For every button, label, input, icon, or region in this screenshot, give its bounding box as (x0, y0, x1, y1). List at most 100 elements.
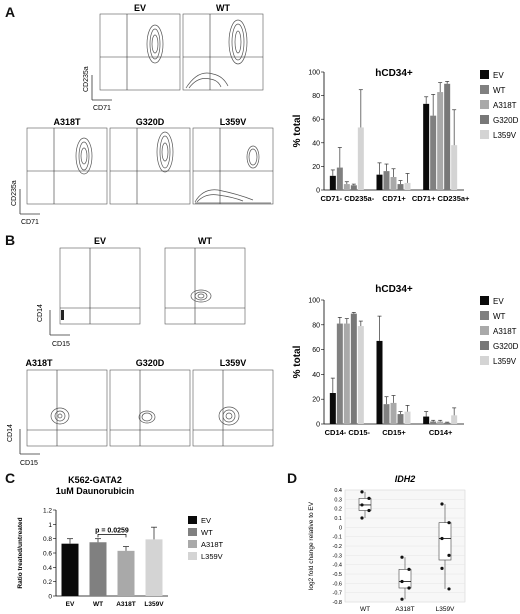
legend-swatch-a318t (480, 100, 489, 109)
legend-label: WT (493, 312, 506, 321)
facs-plot-l359v-a: L359V (192, 117, 274, 205)
bar-l359v (357, 127, 364, 190)
category-label: CD15+ (382, 428, 406, 437)
y-tick-label: 0.2 (334, 507, 342, 513)
data-point (447, 521, 451, 525)
legend-swatch-l359v (480, 356, 489, 365)
category-label: L359V (436, 606, 455, 613)
y-tick-label: -0.3 (333, 553, 342, 559)
legend-swatch-wt (480, 311, 489, 320)
facs-axes-a-bottom: CD235a CD71 (11, 180, 40, 226)
facs-plot-l359v-b: L359V (192, 358, 274, 447)
y-tick-label: 80 (312, 322, 320, 329)
y-axis-label: CD14 (7, 424, 14, 442)
y-tick-label: 0.8 (43, 536, 52, 543)
bar-l359v (145, 539, 163, 596)
chart-title: IDH2 (395, 474, 416, 484)
significance-bracket (97, 534, 127, 538)
facs-plot-title: A318T (53, 117, 81, 127)
data-point (447, 587, 451, 591)
y-tick-label: -0.5 (333, 572, 342, 578)
y-tick-label: 1 (48, 522, 52, 529)
facs-plot-title: G320D (136, 117, 165, 127)
category-label: CD71- CD235a- (320, 194, 374, 203)
bar-wt (383, 171, 390, 190)
facs-plot-title: WT (198, 236, 212, 246)
p-value-annotation: p = 0.0259 (95, 527, 129, 534)
chart-title: K562-GATA2 (68, 475, 122, 485)
legend-swatch-ev (480, 70, 489, 79)
facs-plot-title: L359V (220, 117, 247, 127)
facs-plot-a318t-b: A318T (25, 358, 108, 447)
legend-swatch-g320d (480, 115, 489, 124)
bar-l359v (451, 145, 458, 190)
legend-swatch-wt (480, 85, 489, 94)
data-point (400, 579, 404, 584)
facs-plot-wt-b: WT (164, 236, 246, 325)
y-axis-label: CD14 (37, 304, 44, 322)
y-tick-label: 0 (339, 525, 342, 531)
legend-label: WT (201, 528, 213, 537)
legend-label: EV (493, 297, 504, 306)
category-label: A318T (395, 606, 414, 613)
facs-axes-a-top: CD235a CD71 (83, 66, 112, 112)
category-label: WT (93, 601, 103, 608)
facs-panel-a: EV WT CD235a CD71 A318T G320D (11, 3, 274, 226)
bar-g320d (397, 184, 404, 190)
data-point (360, 503, 364, 507)
facs-plot-title: EV (94, 236, 106, 246)
y-tick-label: 0 (48, 594, 52, 601)
category-label: CD71+ CD235a+ (412, 194, 470, 203)
y-axis-title: % total (292, 345, 303, 378)
bar-chart-b: hCD34+ % total 0 20 40 60 80 100 CD14- CD15- CD15… (292, 284, 519, 437)
y-axis-title: % total (292, 114, 303, 147)
x-axis-label: CD71 (21, 219, 39, 226)
data-point (407, 586, 411, 590)
y-axis-title: log2 fold change relative to EV (308, 501, 315, 590)
legend-label: WT (493, 86, 506, 95)
facs-plot-wt-a: WT (182, 3, 264, 91)
y-tick-label: 80 (312, 93, 320, 100)
legend-label: A318T (493, 101, 517, 110)
bar-g320d (397, 414, 404, 424)
data-point (360, 490, 364, 494)
bar-ev (61, 543, 79, 596)
bar-a318t (437, 421, 444, 424)
facs-plot-g320d-b: G320D (109, 358, 191, 447)
panel-letter-c: C (5, 470, 16, 486)
chart-subtitle: 1uM Daunorubicin (56, 486, 135, 496)
data-point (360, 516, 364, 520)
legend-label: EV (493, 71, 504, 80)
data-point (440, 536, 444, 541)
box (398, 569, 412, 589)
y-tick-label: 0.6 (43, 551, 52, 558)
legend-swatch-l359v (188, 552, 197, 560)
chart-title: hCD34+ (375, 68, 413, 79)
y-tick-label: 100 (308, 70, 320, 77)
bar-l359v (404, 182, 411, 190)
facs-axes-b-bottom: CD14 CD15 (7, 424, 40, 467)
y-tick-label: 0 (316, 422, 320, 429)
data-point (447, 553, 451, 557)
y-tick-label: -0.6 (333, 581, 342, 587)
box (438, 522, 452, 561)
bar-wt (336, 323, 343, 424)
facs-plot-title: G320D (136, 358, 165, 368)
panel-letter-d: D (287, 470, 298, 486)
scatter-chart-d: IDH2 log2 fold change relative to EV 0.4 0.… (308, 474, 466, 613)
facs-plot-ev-b: EV (59, 236, 141, 325)
category-label: A318T (116, 601, 136, 608)
y-tick-label: 0.2 (43, 579, 52, 586)
bar-a318t (390, 402, 397, 424)
legend-swatch-ev (480, 296, 489, 305)
bar-wt (336, 167, 343, 190)
legend-swatch-wt (188, 528, 197, 536)
data-point (367, 496, 371, 500)
box (358, 498, 372, 511)
y-tick-label: 40 (312, 140, 320, 147)
y-tick-label: 60 (312, 117, 320, 124)
legend-label: A318T (201, 540, 224, 549)
legend-swatch-g320d (480, 341, 489, 350)
y-tick-label: 20 (312, 397, 320, 404)
